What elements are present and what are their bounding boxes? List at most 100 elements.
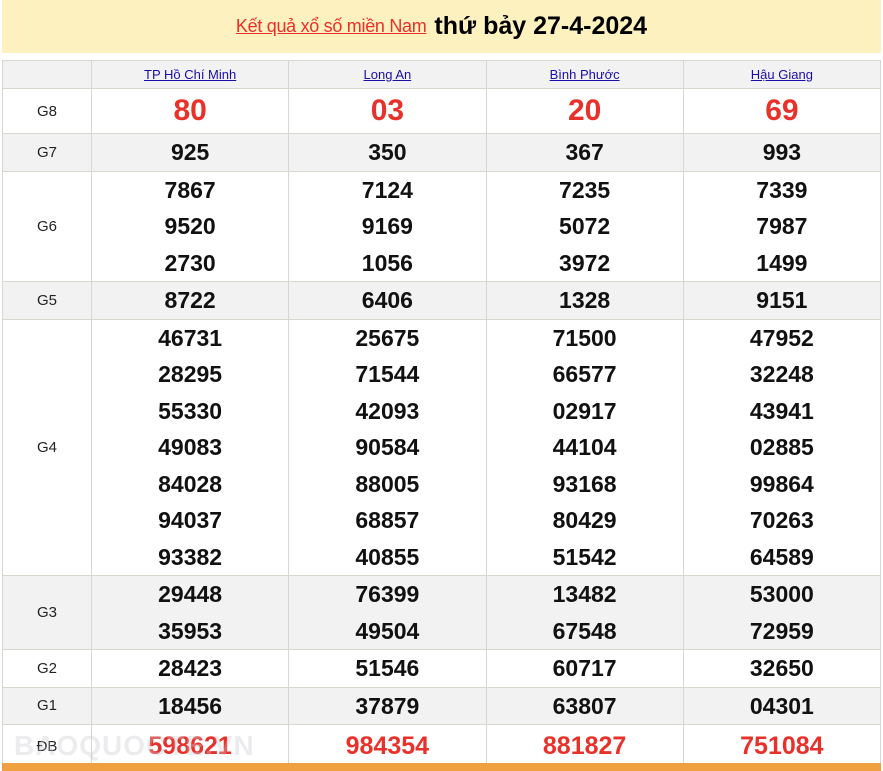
prize-number: 925 xyxy=(170,139,210,165)
prize-label: G3 xyxy=(2,575,92,650)
prize-number: 80429 xyxy=(552,507,617,533)
prize-cell: 80 xyxy=(90,88,290,134)
province-link[interactable]: Hậu Giang xyxy=(750,67,813,82)
province-link[interactable]: Long An xyxy=(363,67,412,82)
prize-number: 598621 xyxy=(148,732,232,760)
prize-row-g7: G7 925 350 367 993 xyxy=(2,133,882,172)
prize-number: 43941 xyxy=(749,397,814,424)
prize-number: 9169 xyxy=(361,213,413,239)
prize-number: 29448 xyxy=(158,581,223,607)
prize-number: 350 xyxy=(368,139,407,165)
prize-number: 28423 xyxy=(158,655,223,681)
prize-number: 51542 xyxy=(552,543,617,570)
prize-label: G8 xyxy=(2,88,92,134)
prize-cell: 993 xyxy=(682,133,882,172)
province-link[interactable]: TP Hồ Chí Minh xyxy=(144,67,237,82)
prize-number: 8722 xyxy=(164,287,216,313)
prize-row-g1: G1 18456 37879 63807 04301 xyxy=(2,686,882,725)
prize-number: 1499 xyxy=(756,249,808,276)
prize-cell: 9151 xyxy=(682,281,882,320)
prize-cell: 7235 5072 3972 xyxy=(485,170,684,282)
prize-number: 367 xyxy=(565,139,604,165)
prize-number: 6406 xyxy=(361,287,413,313)
prize-cell: 76399 49504 xyxy=(288,575,487,650)
prize-number: 13482 xyxy=(552,581,617,607)
prize-label: G5 xyxy=(2,281,92,320)
results-header: Kết quả xổ số miền Nam thứ bảy 27-4-2024 xyxy=(2,0,881,53)
prize-label: G2 xyxy=(2,649,92,688)
province-header-row: TP Hồ Chí Minh Long An Bình Phước Hậu Gi… xyxy=(2,60,882,89)
province-binh-phuoc: Bình Phước xyxy=(485,60,684,89)
draw-date: thứ bảy 27-4-2024 xyxy=(434,12,648,40)
prize-number: 02917 xyxy=(552,397,617,424)
prize-number: 51546 xyxy=(355,655,420,681)
prize-number: 03 xyxy=(370,94,405,127)
prize-cell: 1328 xyxy=(485,281,684,320)
prize-cell: 53000 72959 xyxy=(682,575,882,650)
prize-cell: 7867 9520 2730 xyxy=(90,170,290,282)
prize-number: 9151 xyxy=(756,287,808,313)
prize-label: G1 xyxy=(2,686,92,725)
prize-row-g3: G3 29448 35953 76399 49504 13482 67548 53000 729… xyxy=(2,575,882,650)
results-title-link[interactable]: Kết quả xổ số miền Nam xyxy=(235,16,427,36)
prize-number: 71500 xyxy=(552,324,617,351)
prize-cell: 6406 xyxy=(288,281,487,320)
prize-row-g4: G4 46731 28295 55330 49083 84028 94037 93382 256… xyxy=(2,318,882,576)
footer-bar xyxy=(2,763,881,771)
prize-cell: 32650 xyxy=(682,649,882,688)
prize-number: 72959 xyxy=(749,617,814,644)
prize-number: 53000 xyxy=(749,581,814,607)
prize-row-g6: G6 7867 9520 2730 7124 9169 1056 7235 5072 3972 73… xyxy=(2,170,882,282)
prize-number: 7124 xyxy=(361,176,413,203)
prize-number: 44104 xyxy=(552,434,617,460)
prize-number: 99864 xyxy=(749,470,814,497)
prize-cell: 04301 xyxy=(682,686,882,725)
prize-number: 93382 xyxy=(158,543,223,570)
prize-number: 28295 xyxy=(158,361,223,387)
province-link[interactable]: Bình Phước xyxy=(549,67,620,82)
prize-number: 2730 xyxy=(164,249,216,276)
prize-number: 47952 xyxy=(749,324,814,351)
prize-number: 68857 xyxy=(355,507,420,533)
prize-number: 18456 xyxy=(158,692,223,719)
prize-number: 3972 xyxy=(559,249,611,276)
prize-cell: 881827 xyxy=(485,724,684,768)
prize-cell: 28423 xyxy=(90,649,290,688)
prize-cell: 925 xyxy=(90,133,290,172)
prize-number: 993 xyxy=(762,139,802,165)
prize-number: 55330 xyxy=(158,397,223,424)
prize-cell: 25675 71544 42093 90584 88005 68857 40855 xyxy=(288,318,487,576)
prize-number: 7339 xyxy=(756,176,808,203)
prize-number: 90584 xyxy=(355,434,420,460)
prize-cell: 7339 7987 1499 xyxy=(682,170,882,282)
prize-number: 7987 xyxy=(756,213,808,239)
prize-number: 7235 xyxy=(559,176,611,203)
province-long-an: Long An xyxy=(288,60,487,89)
prize-cell: 20 xyxy=(485,88,684,134)
prize-cell: 03 xyxy=(288,88,487,134)
prize-row-đb: ĐB 598621 984354 881827 751084 xyxy=(2,724,882,768)
prize-cell: 8722 xyxy=(90,281,290,320)
prize-number: 32650 xyxy=(749,655,814,681)
prize-number: 70263 xyxy=(749,507,814,533)
prize-row-g5: G5 8722 6406 1328 9151 xyxy=(2,281,882,320)
prize-cell: 63807 xyxy=(485,686,684,725)
province-hau-giang: Hậu Giang xyxy=(682,60,882,89)
prize-number: 984354 xyxy=(345,732,430,760)
prize-number: 40855 xyxy=(355,543,420,570)
prize-label: G7 xyxy=(2,133,92,172)
prize-cell: 598621 xyxy=(90,724,290,768)
prize-cell: 37879 xyxy=(288,686,487,725)
prize-number: 32248 xyxy=(749,361,814,387)
prize-number: 5072 xyxy=(559,213,611,239)
province-hcm: TP Hồ Chí Minh xyxy=(90,60,290,89)
prize-number: 76399 xyxy=(355,581,420,607)
prize-number: 93168 xyxy=(552,470,617,497)
prize-cell: 984354 xyxy=(288,724,487,768)
prize-number: 881827 xyxy=(542,732,627,760)
corner-cell xyxy=(2,60,92,89)
prize-number: 94037 xyxy=(158,507,223,533)
prize-number: 25675 xyxy=(355,324,420,351)
prize-label: G4 xyxy=(2,318,92,576)
prize-number: 02885 xyxy=(749,434,814,460)
